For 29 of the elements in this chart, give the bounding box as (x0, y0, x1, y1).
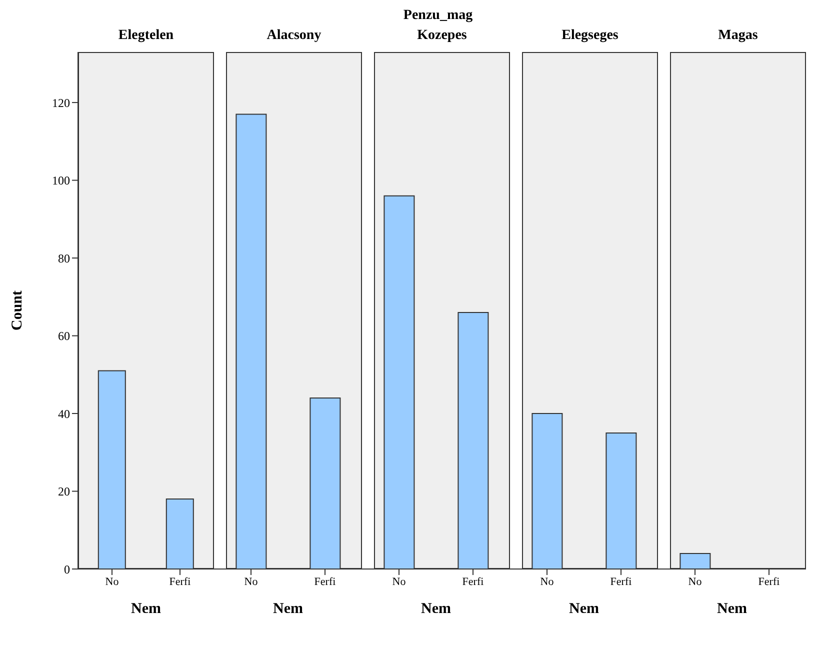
y-tick-label: 60 (58, 329, 70, 344)
y-axis-title: Count (9, 290, 26, 331)
chart-title: Alacsony (266, 28, 322, 45)
x-axis-title: Nem (131, 601, 162, 617)
x-tick-label: Ferfi (758, 576, 780, 588)
y-tick-label: 120 (52, 96, 70, 110)
x-tick-label: No (540, 576, 554, 588)
y-tick-label: 40 (58, 406, 70, 421)
chart-title: Kozepes (416, 28, 468, 45)
chart-title: Magas (717, 28, 759, 45)
x-tick-label: Ferfi (314, 576, 336, 588)
y-tick-label: 0 (64, 562, 70, 576)
text: Penzu_mag (402, 8, 474, 25)
x-tick-label: Ferfi (610, 576, 632, 588)
x-axis-title: Nem (421, 601, 452, 617)
x-tick-label: Ferfi (462, 576, 484, 588)
x-axis-title: Nem (569, 601, 600, 617)
x-axis-title: Nem (273, 601, 304, 617)
y-tick-label: 20 (58, 484, 70, 499)
y-tick-label: 100 (52, 174, 70, 188)
x-tick-label: No (244, 576, 258, 588)
x-tick-label: No (688, 576, 702, 588)
y-tick-label: 80 (58, 251, 70, 266)
x-tick-label: Ferfi (169, 576, 191, 588)
x-tick-label: No (392, 576, 406, 588)
chart-title: Elegseges (560, 28, 620, 45)
x-axis-title: Nem (717, 601, 748, 617)
chart-title: Elegtelen (117, 28, 175, 45)
x-tick-label: No (105, 576, 120, 588)
